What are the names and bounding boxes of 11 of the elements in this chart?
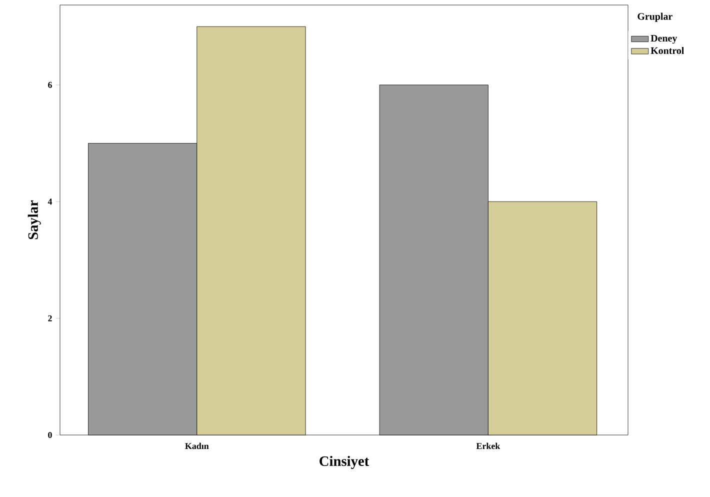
x-tick-label: Kadın — [185, 442, 209, 450]
legend-label: Deney — [650, 34, 678, 44]
y-tick-label: 6 — [48, 82, 52, 88]
y-tick-label: 0 — [48, 432, 52, 438]
legend-title: Gruplar — [638, 12, 672, 22]
y-axis-title: Saylar — [28, 200, 41, 240]
x-axis-title: Cinsiyet — [320, 456, 370, 469]
y-tick-label: 4 — [48, 198, 52, 205]
y-tick-label: 2 — [48, 315, 52, 322]
legend-label: Kontrol — [650, 46, 684, 54]
x-tick-label: Erkek — [476, 442, 500, 450]
